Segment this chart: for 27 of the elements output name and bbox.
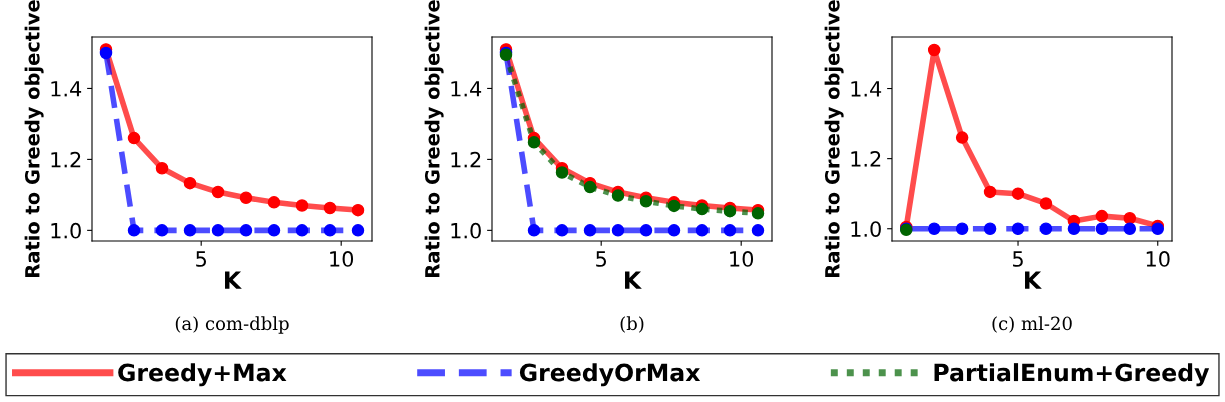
y-tick-label: 1.2 bbox=[51, 151, 81, 168]
x-tick-label: 5 bbox=[196, 251, 207, 267]
y-tick-label: 1.0 bbox=[451, 222, 481, 239]
text: (a) com-dblp bbox=[175, 316, 289, 334]
y-tick-label: 1.2 bbox=[451, 151, 481, 168]
y-axis-title: Ratio to Greedy objective bbox=[24, 0, 44, 277]
y-tick-label: 1.0 bbox=[51, 222, 81, 239]
y-tick-label: 1.4 bbox=[451, 81, 482, 97]
x-axis-title: K bbox=[625, 271, 642, 289]
legend-label: Greedy+Max bbox=[118, 363, 287, 387]
text: (c) ml-20 bbox=[992, 316, 1072, 333]
y-tick-label: 1.0 bbox=[851, 221, 881, 237]
legend-label: GreedyOrMax bbox=[519, 363, 701, 387]
x-tick-label: 5 bbox=[596, 251, 607, 267]
x-tick-label: 10 bbox=[1146, 251, 1170, 267]
y-tick-label: 1.2 bbox=[851, 151, 881, 167]
x-axis-title: K bbox=[1025, 271, 1042, 289]
legend-label: PartialEnum+Greedy bbox=[934, 363, 1210, 387]
y-tick-label: 1.4 bbox=[851, 81, 882, 97]
x-axis-title: K bbox=[225, 271, 242, 289]
text: (b) bbox=[620, 316, 644, 333]
y-tick-label: 1.4 bbox=[51, 81, 82, 97]
x-tick-label: 5 bbox=[1013, 251, 1023, 267]
x-tick-label: 10 bbox=[730, 251, 754, 267]
x-tick-label: 10 bbox=[330, 251, 354, 267]
y-axis-title: Ratio to Greedy objective bbox=[424, 0, 444, 277]
y-axis-title: Ratio to Greedy objective bbox=[824, 0, 844, 277]
